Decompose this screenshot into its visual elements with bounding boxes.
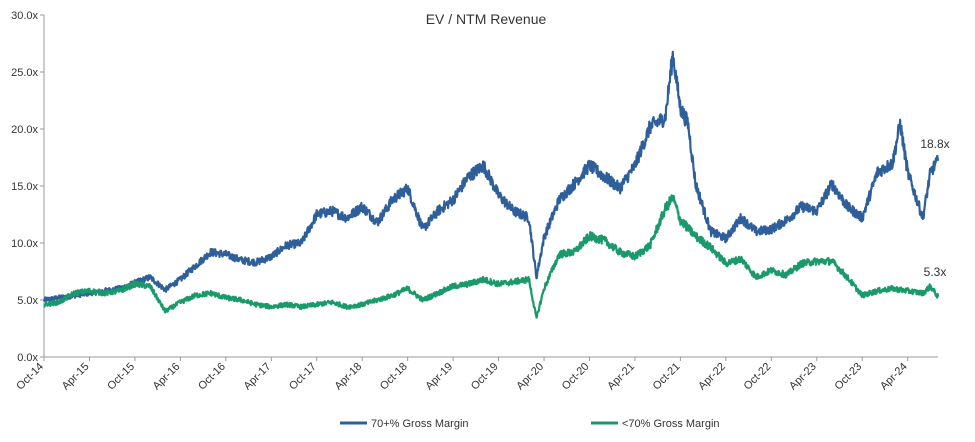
x-tick-label: Apr-19 — [423, 361, 455, 393]
legend-label-high-margin: 70+% Gross Margin — [371, 418, 469, 430]
x-tick-label: Oct-23 — [833, 361, 865, 393]
x-tick-label: Oct-16 — [196, 361, 228, 393]
x-tick-label: Apr-23 — [787, 361, 819, 393]
x-tick-label: Apr-15 — [60, 361, 92, 393]
x-tick-label: Oct-18 — [378, 361, 410, 393]
legend: 70+% Gross Margin <70% Gross Margin — [340, 418, 720, 430]
x-tick-label: Apr-18 — [332, 361, 364, 393]
x-tick-label: Oct-20 — [560, 361, 592, 393]
y-tick-label: 20.0x — [11, 124, 38, 136]
y-tick-label: 25.0x — [11, 67, 38, 79]
x-tick-label: Oct-15 — [105, 361, 137, 393]
x-tick-label: Apr-24 — [878, 361, 910, 393]
legend-label-low-margin: <70% Gross Margin — [622, 418, 720, 430]
y-tick-label: 0.0x — [17, 352, 38, 364]
x-tick-label: Oct-17 — [287, 361, 319, 393]
y-tick-label: 15.0x — [11, 181, 38, 193]
end-label-low-margin: 5.3x — [924, 265, 947, 279]
axes: 0.0x 5.0x 10.0x 15.0x 20.0x 25.0x 30.0x Oct-14 A… — [11, 10, 938, 392]
series-line-low-margin — [43, 194, 940, 319]
x-tick-label: Apr-21 — [605, 361, 637, 393]
x-tick-label: Apr-22 — [696, 361, 728, 393]
x-tick-label: Oct-22 — [742, 361, 774, 393]
series-line-high-margin — [42, 50, 940, 303]
y-tick-label: 5.0x — [17, 295, 38, 307]
x-tick-label: Oct-21 — [651, 361, 683, 393]
y-tick-label: 30.0x — [11, 10, 38, 22]
x-tick-label: Apr-17 — [242, 361, 274, 393]
x-tick-label: Oct-19 — [469, 361, 501, 393]
end-label-high-margin: 18.8x — [920, 137, 949, 151]
y-tick-label: 10.0x — [11, 238, 38, 250]
x-tick-label: Apr-20 — [514, 361, 546, 393]
x-tick-label: Oct-14 — [14, 361, 46, 393]
x-tick-label: Apr-16 — [151, 361, 183, 393]
end-labels: 18.8x 5.3x — [920, 137, 949, 279]
series-lines — [42, 50, 940, 319]
chart-title: EV / NTM Revenue — [426, 11, 547, 27]
